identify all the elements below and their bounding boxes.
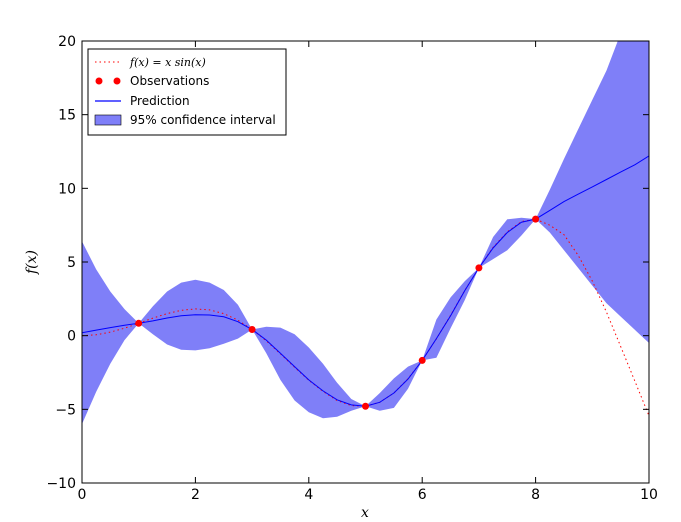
observation-point [362,402,369,410]
legend-label: 95% confidence interval [130,113,276,127]
observation-point [532,215,540,223]
y-tick-label: −5 [55,402,76,418]
y-tick-label: 5 [67,255,76,271]
x-tick-label: 0 [78,487,87,503]
x-tick-label: 4 [304,487,313,503]
x-tick-label: 10 [640,487,658,503]
y-tick-label: 0 [67,329,76,345]
x-tick-label: 8 [531,487,540,503]
y-axis-ticks: −10 −5 0 5 10 15 20 [46,34,649,492]
plot-area [82,41,649,425]
x-axis-label: x [361,505,369,521]
y-axis-label: f(x) [24,250,40,275]
observation-point [475,264,483,272]
y-tick-label: 10 [58,181,76,197]
y-tick-label: −10 [46,476,76,492]
y-tick-label: 15 [58,108,76,124]
legend: f(x) = x sin(x) Observations Prediction 95%… [87,48,287,136]
legend-label: f(x) = x sin(x) [129,56,206,69]
confidence-band [82,41,649,425]
legend-label: Observations [130,74,209,88]
x-tick-label: 6 [418,487,427,503]
legend-observation-swatch [95,77,103,85]
observation-point [135,319,143,327]
observation-point [248,325,256,333]
legend-label: Prediction [130,94,190,108]
y-tick-label: 20 [58,34,76,50]
legend-confidence-swatch [94,114,122,126]
x-tick-label: 2 [191,487,200,503]
observation-point [418,356,426,364]
legend-observation-swatch [113,77,121,85]
x-axis-ticks: 0 2 4 6 8 10 [78,41,658,503]
